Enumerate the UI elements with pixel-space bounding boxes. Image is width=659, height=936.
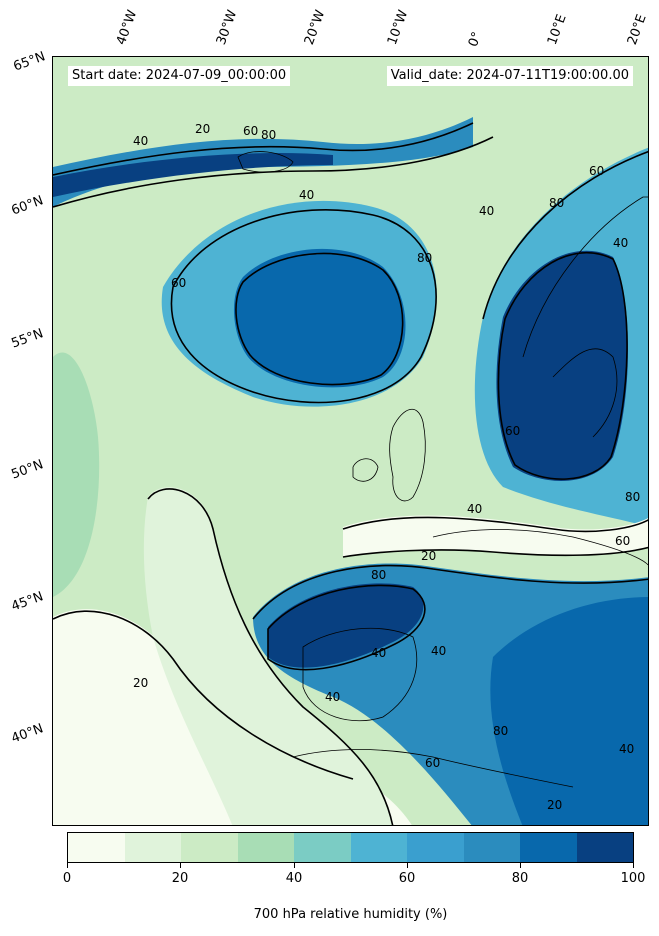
colorbar-tick-label: 60 [398,871,416,886]
contour-label: 20 [421,549,436,563]
lon-label-0: 0° [465,29,486,49]
contour-scandinavia [482,150,648,320]
field-moist-iberia-core [268,583,424,668]
contour-label: 80 [549,196,564,210]
contour-label: 80 [261,128,276,142]
contour-label: 60 [505,424,520,438]
contour-label: 20 [133,676,148,690]
contour-dry-tongue [147,488,394,825]
contour-label: 80 [493,724,508,738]
colorbar-title: 700 hPa relative humidity (%) [253,907,448,922]
contour-band-mid-2 [342,546,648,558]
contour-label-group: 20 40 60 80 40 60 80 40 80 60 60 40 20 8… [133,122,640,812]
colorbar-swatch [68,833,125,862]
contour-lines [53,122,648,825]
field-moist-north-core [53,153,333,197]
colorbar-tick-label: 20 [171,871,189,886]
field-dry-band-mid [343,515,648,557]
contour-label: 60 [425,756,440,770]
contour-iberia-inner [267,584,426,671]
coast-scandinavia [522,196,648,438]
colorbar-tick-label: 100 [620,871,646,886]
contour-label: 20 [195,122,210,136]
colorbar-swatch [576,833,633,862]
contour-label: 40 [299,188,314,202]
colorbar-tick [407,863,408,868]
lat-label-45n: 45°N [9,589,46,615]
coastlines [237,151,648,788]
map-canvas: 20 40 60 80 40 60 80 40 80 60 60 40 20 8… [53,57,648,825]
lon-label-20w: 20°W [301,8,329,47]
contour-label: 40 [619,742,634,756]
humidity-map[interactable]: 20 40 60 80 40 60 80 40 80 60 60 40 20 8… [52,56,649,826]
contour-label: 80 [625,490,640,504]
contour-label: 40 [479,204,494,218]
lat-label-50n: 50°N [9,457,46,483]
field-moist-central-core [233,248,406,388]
colorbar-tick-label: 80 [511,871,529,886]
lon-label-40w: 40°W [113,8,141,47]
contour-label: 60 [615,534,630,548]
coast-iberia [302,627,418,722]
contour-label: 60 [243,124,258,138]
field-moist-southeast [490,597,648,825]
field-moist-scandinavia-core [496,250,628,481]
contour-southwest [53,610,354,780]
contour-label: 40 [133,134,148,148]
colorbar-swatch [520,833,577,862]
lat-label-40n: 40°N [9,721,46,747]
contour-central [170,209,437,404]
lat-label-60n: 60°N [9,193,46,219]
contour-label: 40 [431,644,446,658]
lon-label-10e: 10°E [544,12,570,48]
contour-label: 20 [547,798,562,812]
contour-scandinavia-inner [497,251,628,480]
contour-label: 80 [371,568,386,582]
field-dry-west [53,352,100,597]
colorbar-swatch [181,833,238,862]
colorbar-swatch [124,833,181,862]
colorbar-tick-label: 0 [62,871,72,886]
contour-label: 60 [171,276,186,290]
colorbar-tick [294,863,295,868]
contour-central-inner [235,252,404,386]
coast-africa [292,749,574,788]
colorbar-swatch [350,833,407,862]
coast-iceland [237,151,294,173]
colorbar-swatch [294,833,351,862]
lon-label-20e: 20°E [624,12,650,48]
contour-north-2 [53,136,494,208]
lon-label-10w: 10°W [384,8,412,47]
colorbar-swatch [237,833,294,862]
start-date-label: Start date: 2024-07-09_00:00:00 [68,66,291,86]
coast-europe [432,529,648,566]
colorbar-tick-label: 40 [285,871,303,886]
lat-label-65n: 65°N [11,49,48,75]
colorbar-tick [67,863,68,868]
colorbar-swatch [463,833,520,862]
colorbar [67,832,634,863]
field-dry-tongue [143,487,393,825]
contour-north [53,122,474,176]
colorbar-tick [520,863,521,868]
contour-label: 80 [417,251,432,265]
contour-label: 40 [613,236,628,250]
colorbar-tick [633,863,634,868]
coast-britain [389,409,426,502]
coast-ireland [352,458,379,482]
lon-label-30w: 30°W [213,8,241,47]
contour-iberia [252,564,648,620]
contour-band-mid [342,516,648,533]
contour-label: 60 [589,164,604,178]
colorbar-swatch [407,833,464,862]
contour-label: 40 [467,502,482,516]
valid-date-label: Valid_date: 2024-07-11T19:00:00.00 [386,66,633,86]
contour-label: 40 [371,646,386,660]
colorbar-tick [180,863,181,868]
contour-label: 40 [325,690,340,704]
lat-label-55n: 55°N [9,326,46,352]
